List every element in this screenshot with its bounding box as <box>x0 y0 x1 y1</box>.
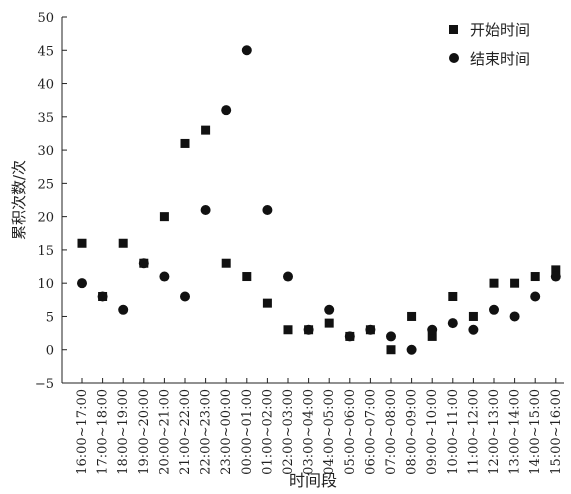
start-time-point <box>427 331 437 341</box>
y-tick-label: 5 <box>46 310 54 325</box>
x-tick-label: 20:00~21:00 <box>157 389 172 475</box>
start-time-point <box>201 125 211 135</box>
end-time-point <box>324 304 335 315</box>
end-time-point <box>489 304 499 315</box>
end-time-point <box>550 271 561 282</box>
end-time-point <box>159 271 170 282</box>
x-tick-label: 23:00~00:00 <box>219 389 234 475</box>
legend: 开始时间 结束时间 <box>449 21 530 68</box>
end-time-point <box>509 311 520 322</box>
start-time-point <box>283 325 293 335</box>
end-time-point <box>303 324 314 335</box>
end-time-point <box>447 318 458 329</box>
legend-label-end: 结束时间 <box>470 50 530 68</box>
start-time-point <box>159 212 169 222</box>
x-tick-label: 07:00~08:00 <box>384 389 399 475</box>
end-time-point <box>386 331 396 342</box>
x-tick-label: 19:00~20:00 <box>137 389 152 475</box>
end-time-point <box>406 344 417 355</box>
start-time-point <box>118 238 128 248</box>
y-tick-label: 15 <box>37 244 54 259</box>
end-time-point <box>241 45 252 56</box>
end-time-point <box>221 105 232 116</box>
y-tick-label: 20 <box>37 211 54 226</box>
y-tick-label: 0 <box>46 344 54 359</box>
data-points <box>77 45 561 355</box>
y-tick-label: 40 <box>37 78 54 93</box>
end-time-point <box>180 291 190 302</box>
start-time-point <box>262 298 272 308</box>
x-axis-ticks: 16:00~17:00 17:00~18:00 18:00~19:00 19:00~2… <box>75 378 564 475</box>
start-time-point <box>551 265 561 275</box>
end-time-point <box>283 271 293 282</box>
y-tick-label: 25 <box>37 177 54 192</box>
end-time-point <box>468 324 479 335</box>
end-time-point <box>344 331 355 342</box>
end-time-point <box>262 204 273 215</box>
end-time-point <box>365 324 376 335</box>
y-tick-label: 50 <box>37 11 54 26</box>
y-tick-label: 35 <box>37 111 54 126</box>
y-tick-label: 45 <box>37 44 54 59</box>
start-time-point <box>180 138 190 148</box>
x-tick-label: 01:00~02:00 <box>260 389 275 475</box>
legend-circle-marker <box>449 53 459 63</box>
y-axis-ticks: −5 0 5 10 15 20 25 30 35 40 45 50 <box>35 11 67 392</box>
x-tick-label: 12:00~13:00 <box>487 389 502 475</box>
x-tick-label: 02:00~03:00 <box>281 389 296 475</box>
start-time-point <box>468 311 478 321</box>
y-tick-label: 10 <box>37 277 54 292</box>
x-tick-label: 14:00~15:00 <box>528 389 543 475</box>
end-time-point <box>200 204 211 215</box>
x-tick-label: 18:00~19:00 <box>116 389 131 475</box>
y-axis-label: 累积次数/次 <box>10 160 28 240</box>
x-tick-label: 03:00~04:00 <box>302 389 317 475</box>
start-time-point <box>448 291 458 301</box>
x-tick-label: 11:00~12:00 <box>466 389 481 475</box>
axes <box>61 17 564 384</box>
start-time-point <box>77 238 87 248</box>
x-tick-label: 16:00~17:00 <box>75 389 90 475</box>
x-tick-label: 08:00~09:00 <box>405 389 420 475</box>
x-tick-label: 17:00~18:00 <box>96 389 111 475</box>
end-time-point <box>138 258 149 269</box>
x-tick-label: 10:00~11:00 <box>446 389 461 475</box>
x-tick-label: 21:00~22:00 <box>178 389 193 475</box>
legend-square-marker <box>449 25 458 34</box>
start-time-point <box>489 278 499 288</box>
start-time-point <box>221 258 231 268</box>
y-tick-label: −5 <box>35 377 54 392</box>
x-tick-label: 13:00~14:00 <box>508 389 523 475</box>
start-time-point <box>510 278 520 288</box>
start-time-point <box>386 345 396 355</box>
start-time-point <box>530 272 540 282</box>
end-time-point <box>530 291 541 302</box>
x-tick-label: 04:00~05:00 <box>322 389 337 475</box>
legend-label-start: 开始时间 <box>470 21 530 39</box>
x-tick-label: 22:00~23:00 <box>199 389 214 475</box>
start-time-point <box>324 318 334 328</box>
x-tick-label: 00:00~01:00 <box>240 389 255 475</box>
end-time-point <box>118 304 129 315</box>
x-tick-label: 15:00~16:00 <box>549 389 564 475</box>
x-tick-label: 05:00~06:00 <box>343 389 358 475</box>
end-time-point <box>97 291 108 302</box>
end-time-point <box>427 324 438 335</box>
y-tick-label: 30 <box>37 144 54 159</box>
start-time-point <box>242 272 252 282</box>
x-axis-label: 时间段 <box>289 471 337 490</box>
x-tick-label: 06:00~07:00 <box>363 389 378 475</box>
end-time-point <box>77 278 87 289</box>
x-tick-label: 09:00~10:00 <box>425 389 440 475</box>
start-time-point <box>407 311 417 321</box>
